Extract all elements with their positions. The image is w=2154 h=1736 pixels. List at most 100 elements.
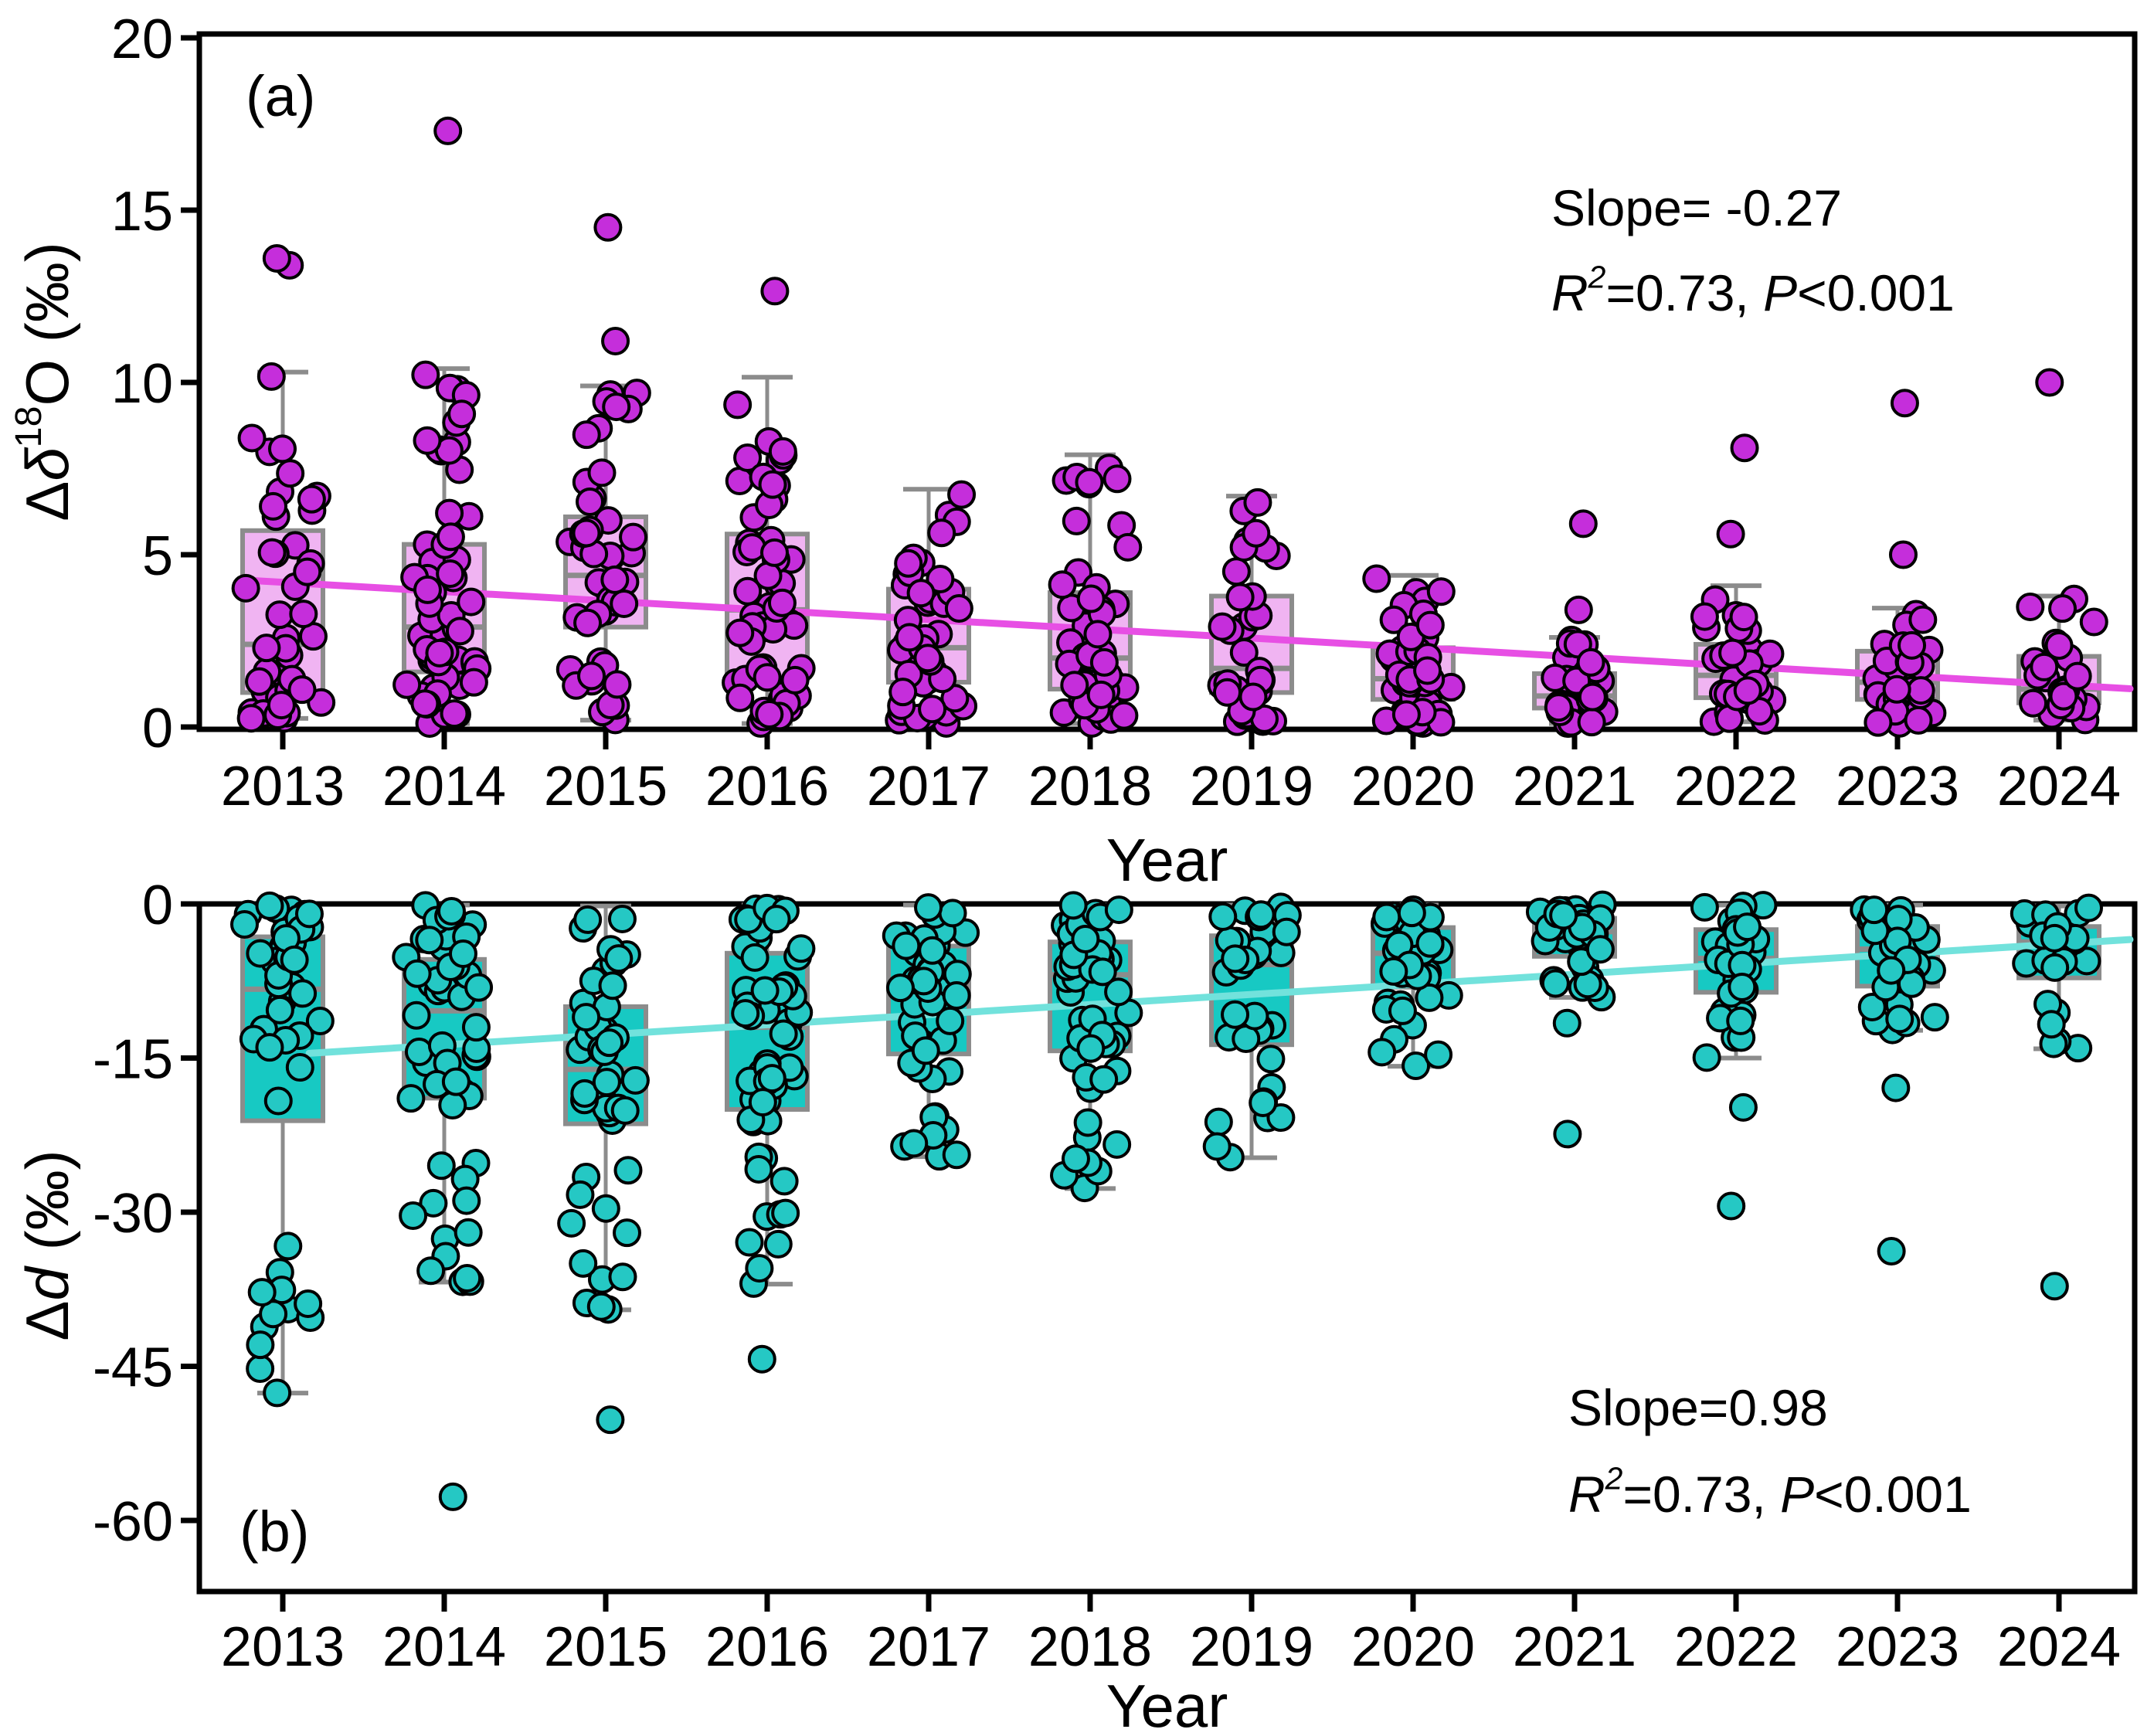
data-point [607,904,637,933]
data-point [757,1064,787,1093]
data-point [1221,557,1251,586]
outlier-point [1717,1191,1746,1221]
data-point [245,667,274,696]
data-point [576,487,605,516]
data-point [613,1218,642,1248]
data-point [464,973,494,1002]
data-point [1733,912,1762,942]
annotation-stats-b: R2=0.73, P<0.001 [1568,1460,1972,1523]
data-point [1860,895,1889,925]
data-point [780,665,810,695]
y-tick-label-a: 10 [111,353,173,415]
data-point [1906,676,1935,705]
data-point [287,675,317,705]
outlier-point [1730,433,1759,463]
data-point [1544,693,1573,722]
data-point [938,899,967,928]
data-point [452,1186,481,1215]
data-point [771,1198,800,1228]
data-point [569,1248,598,1278]
y-axis-label-a: Δδ18O (‰) [8,242,81,521]
data-point [927,518,956,548]
data-point [1372,902,1401,932]
y-tick-label-b: 0 [142,875,173,936]
data-point [294,1289,323,1318]
data-point [735,1228,764,1257]
data-point [263,1378,292,1408]
data-point [440,699,469,729]
panel-label-b: (b) [240,1500,309,1564]
data-point [1362,564,1391,593]
outlier-point [1728,1092,1758,1122]
data-point [769,1019,798,1048]
data-point [413,575,442,604]
data-point [461,1013,491,1042]
data-point [1086,680,1116,709]
data-point [620,1065,650,1095]
data-point [247,1278,277,1307]
y-tick-label-a: 15 [111,181,173,243]
data-point [913,644,943,673]
data-point [602,392,631,422]
outlier-point [2040,1272,2069,1301]
data-point [750,976,780,1005]
data-point [1113,532,1143,562]
data-point [1391,700,1421,729]
data-point [410,689,440,719]
data-point [297,484,326,514]
data-point [413,426,442,455]
data-point [1083,620,1113,649]
y-tick-label-a: 20 [111,8,173,70]
x-tick-label-b: 2014 [382,1616,506,1678]
x-tick-label-b: 2015 [544,1616,668,1678]
data-point [944,594,973,623]
data-point [723,390,753,420]
data-point [1577,708,1606,737]
points-a [231,116,2108,738]
data-point [425,638,454,668]
y-axis-label-b: Δd (‰) [13,1150,81,1340]
data-point [294,899,324,929]
data-point [415,926,444,955]
y-tick-label-b: -45 [93,1337,173,1399]
panel-b-frame [196,901,2138,1595]
data-point [1076,584,1106,613]
data-point [1225,583,1255,612]
data-point [1726,1006,1755,1035]
data-point [1212,678,1242,707]
data-point [1379,956,1408,986]
outlier-point [438,1482,467,1511]
data-point [1058,891,1088,920]
data-point [246,1330,275,1360]
data-point [894,549,923,578]
data-point [263,1086,293,1116]
data-point [725,683,755,712]
data-point [1060,671,1089,700]
data-point [259,491,288,521]
data-point [577,661,606,691]
data-point [2044,631,2074,661]
data-point [1109,701,1139,730]
x-tick-label-a: 2019 [1190,756,1313,817]
data-point [447,399,477,429]
data-point [1243,488,1272,517]
x-tick-label-b: 2019 [1190,1616,1313,1678]
x-tick-label-a: 2014 [382,756,506,817]
data-point [2063,661,2092,691]
data-point [768,437,797,466]
outlier-point [1568,509,1598,538]
data-point [2049,681,2078,711]
data-point [305,1007,335,1036]
data-point [947,480,977,509]
data-point [936,1006,965,1035]
data-point [1415,610,1445,640]
data-point [1238,682,1268,712]
data-point [255,1033,284,1062]
data-point [1272,917,1301,946]
data-point [1204,1107,1233,1136]
panel-a-frame [196,31,2138,732]
data-point [600,565,630,594]
data-point [1585,935,1615,964]
outlier-point [1888,540,1918,569]
